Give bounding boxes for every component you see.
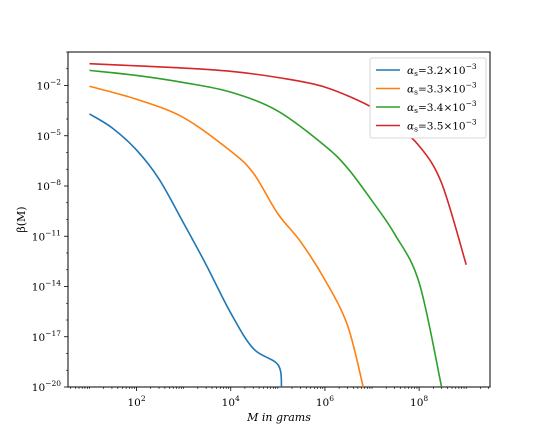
legend-alpha: α [407,65,414,77]
legend-subscript: s [414,88,418,97]
y-tick-label-base: 10 [37,81,50,93]
legend-subscript: s [414,125,418,134]
y-tick-label: 10−17 [32,329,61,344]
legend-exponent: −3 [466,81,477,90]
series-line-4 [89,62,467,265]
y-tick-label-base: 10 [37,131,50,143]
y-tick-label-exponent: −17 [45,329,61,338]
legend-alpha: α [407,84,414,96]
legend-value: =3.3×10 [418,84,466,96]
y-tick-label: 10−2 [37,78,62,93]
y-tick-label-exponent: −2 [50,78,61,87]
y-tick-label-exponent: −11 [45,228,61,237]
legend-alpha: α [407,102,414,114]
y-axis-title: β(M) [15,206,28,232]
x-tick-label-base: 10 [316,397,329,409]
series-line-2 [89,85,364,388]
y-tick-label: 10−5 [37,128,62,143]
x-tick-label-exponent: 4 [235,394,240,403]
y-tick-label-base: 10 [32,332,45,344]
y-tick-label-exponent: −20 [45,379,61,388]
series-line-3 [89,69,443,388]
y-tick-label-base: 10 [37,181,50,193]
legend-subscript: s [414,69,418,78]
x-tick-label-exponent: 2 [141,394,146,403]
y-tick-label: 10−11 [32,228,61,243]
legend-label: αs=3.4×10−3 [407,99,477,115]
y-tick-label: 10−14 [32,279,61,294]
legend-value: =3.2×10 [418,65,466,77]
x-tick-label: 106 [316,394,334,409]
y-tick-label-exponent: −8 [50,178,61,187]
legend-value: =3.4×10 [418,102,466,114]
x-tick-label: 108 [410,394,428,409]
x-tick-label-exponent: 8 [423,394,428,403]
x-tick-label-base: 10 [222,397,235,409]
x-tick-label: 102 [127,394,145,409]
legend: αs=3.2×10−3αs=3.3×10−3αs=3.4×10−3αs=3.5×… [369,57,487,139]
x-tick-label: 104 [222,394,240,409]
series-layer [89,62,467,388]
y-tick-label-base: 10 [32,382,45,394]
legend-value: =3.5×10 [418,121,466,133]
ticks-layer: 102 104 106 10810−210−510−810−1110−1410−171… [32,51,489,409]
legend-exponent: −3 [466,62,477,71]
legend-exponent: −3 [466,118,477,127]
x-axis-title: M in grams [246,411,311,424]
legend-label: αs=3.5×10−3 [407,118,477,134]
x-tick-label-base: 10 [410,397,423,409]
legend-exponent: −3 [466,99,477,108]
y-tick-label-exponent: −14 [45,279,61,288]
legend-label: αs=3.2×10−3 [407,62,477,78]
y-tick-label: 10−8 [37,178,62,193]
legend-alpha: α [407,121,414,133]
x-tick-label-base: 10 [127,397,140,409]
legend-subscript: s [414,106,418,115]
x-tick-label-exponent: 6 [329,394,334,403]
legend-label: αs=3.3×10−3 [407,81,477,97]
y-tick-label: 10−20 [32,379,61,394]
y-tick-label-base: 10 [32,282,45,294]
y-tick-label-exponent: −5 [50,128,61,137]
legend-box [369,57,487,139]
series-line-1 [89,113,283,388]
y-tick-label-base: 10 [32,231,45,243]
